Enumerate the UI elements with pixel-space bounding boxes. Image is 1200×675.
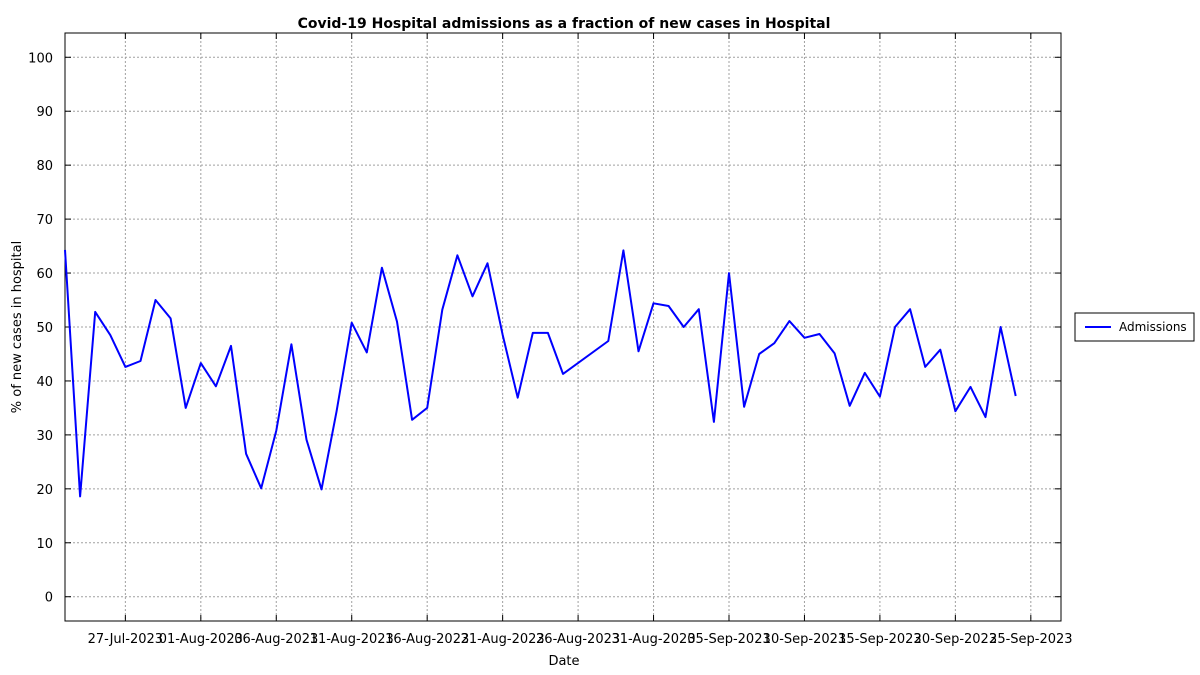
y-tick-label: 30 xyxy=(36,429,53,444)
tick-layer: 0 10 20 30 40 50 60 70 80 90 100 27-Jul-202301-Aug-… xyxy=(28,33,1073,647)
x-tick-label: 25-Sep-2023 xyxy=(989,632,1073,647)
y-tick-label: 100 xyxy=(28,51,53,66)
y-tick-label: 60 xyxy=(36,267,53,282)
series-line-admissions xyxy=(64,249,1017,498)
y-tick-label: 90 xyxy=(36,105,53,120)
legend-label-admissions: Admissions xyxy=(1119,320,1187,334)
y-tick-label: 80 xyxy=(36,159,53,174)
x-tick-label: 06-Aug-2023 xyxy=(234,632,318,647)
x-tick-label: 21-Aug-2023 xyxy=(461,632,545,647)
series-layer xyxy=(64,249,1017,498)
x-tick-label: 16-Aug-2023 xyxy=(385,632,469,647)
x-tick-label: 26-Aug-2023 xyxy=(536,632,620,647)
x-tick-label: 15-Sep-2023 xyxy=(838,632,922,647)
grid-layer xyxy=(65,33,1061,621)
x-tick-label: 10-Sep-2023 xyxy=(763,632,847,647)
y-tick-label: 40 xyxy=(36,375,53,390)
x-tick-label: 27-Jul-2023 xyxy=(88,632,163,647)
x-tick-label: 05-Sep-2023 xyxy=(687,632,771,647)
legend: Admissions xyxy=(1074,312,1195,342)
x-tick-label: 20-Sep-2023 xyxy=(914,632,998,647)
x-tick-label: 01-Aug-2023 xyxy=(159,632,243,647)
x-tick-label: 11-Aug-2023 xyxy=(310,632,394,647)
x-axis-title: Date xyxy=(548,654,579,669)
y-tick-label: 10 xyxy=(36,537,53,552)
y-tick-label: 0 xyxy=(45,591,53,606)
y-axis-title: % of new cases in hospital xyxy=(10,241,25,413)
chart-title: Covid-19 Hospital admissions as a fracti… xyxy=(298,16,831,32)
y-tick-label: 50 xyxy=(36,321,53,336)
y-tick-label: 70 xyxy=(36,213,53,228)
x-tick-label: 31-Aug-2023 xyxy=(611,632,695,647)
y-tick-label: 20 xyxy=(36,483,53,498)
